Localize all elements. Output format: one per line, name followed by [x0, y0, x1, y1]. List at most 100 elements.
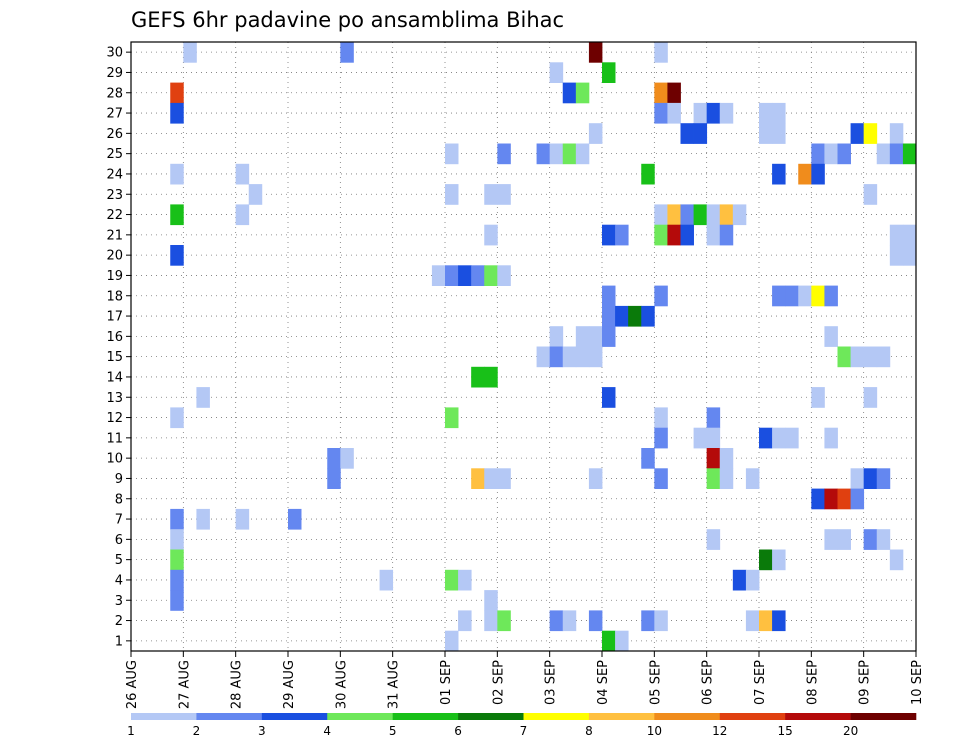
precip-cell — [588, 42, 603, 63]
precip-cell — [484, 265, 498, 286]
y-tick-label: 12 — [106, 411, 123, 426]
precip-cell — [837, 143, 851, 165]
colorbar-swatch — [392, 713, 459, 720]
precip-cell — [837, 488, 851, 510]
precip-cell — [719, 224, 734, 246]
y-tick-label: 11 — [106, 431, 123, 446]
precip-cell — [654, 468, 668, 489]
precip-cell — [772, 549, 786, 571]
x-tick-label: 04 SEP — [596, 660, 611, 705]
precip-cell — [876, 468, 891, 489]
colorbar-label: 12 — [712, 724, 727, 738]
precip-cell — [785, 427, 799, 449]
precip-cell — [772, 610, 786, 632]
precip-cell — [484, 366, 498, 388]
precip-cell — [719, 102, 734, 124]
precip-cell — [772, 163, 786, 185]
y-tick-label: 16 — [106, 330, 123, 345]
precip-cell — [876, 346, 891, 368]
precip-cell — [772, 285, 786, 307]
precip-cell — [471, 468, 485, 489]
precip-cell — [654, 610, 668, 632]
precip-cell — [889, 123, 904, 144]
precip-cell — [680, 204, 694, 226]
precip-cell — [588, 468, 603, 489]
precip-cell — [680, 123, 694, 144]
precip-cell — [654, 82, 668, 104]
y-tick-label: 9 — [115, 472, 123, 487]
y-tick-label: 7 — [115, 513, 123, 528]
precip-cell — [458, 610, 472, 632]
colorbar-label: 10 — [647, 724, 662, 738]
colorbar-label: 7 — [520, 724, 528, 738]
precip-cell — [484, 224, 498, 246]
precip-cell — [824, 488, 838, 510]
precip-cell — [654, 407, 668, 429]
precip-cell — [458, 265, 472, 286]
x-tick-label: 06 SEP — [701, 660, 716, 705]
precip-cell — [889, 224, 904, 246]
y-tick-label: 24 — [106, 167, 123, 182]
colorbar-label: 2 — [193, 724, 201, 738]
precip-cell — [811, 163, 825, 185]
precip-cell — [654, 102, 668, 124]
precip-cell — [902, 143, 917, 165]
precip-cell — [863, 529, 878, 550]
precip-cell — [445, 184, 459, 205]
grid-lines — [130, 42, 917, 651]
y-tick-label: 30 — [106, 46, 123, 61]
precip-cell — [706, 204, 721, 226]
y-tick-label: 8 — [115, 492, 123, 507]
precip-cell — [902, 245, 917, 266]
precip-cell — [602, 285, 616, 307]
y-tick-label: 20 — [106, 249, 123, 264]
precip-cell — [458, 569, 472, 591]
y-tick-label: 2 — [115, 614, 123, 629]
colorbar-label: 1 — [127, 724, 135, 738]
precip-cell — [863, 346, 878, 368]
x-tick-label: 07 SEP — [753, 660, 768, 705]
precip-cell — [235, 163, 250, 185]
precip-cell — [471, 366, 485, 388]
y-tick-label: 13 — [106, 391, 123, 406]
precip-cell — [497, 265, 511, 286]
y-tick-label: 4 — [115, 573, 123, 588]
y-tick-label: 14 — [106, 370, 123, 385]
precip-cell — [706, 224, 721, 246]
precip-cell — [680, 224, 694, 246]
precip-cell — [693, 427, 708, 449]
x-tick-label: 29 AUG — [282, 660, 297, 709]
x-axis: 26 AUG 27 AUG 28 AUG 29 AUG 30 AUG 31 AUG 01 S… — [125, 651, 925, 709]
precip-cell — [654, 285, 668, 307]
precip-cell — [497, 468, 511, 489]
colorbar-label: 4 — [323, 724, 331, 738]
precip-cell — [562, 610, 577, 632]
x-tick-label: 10 SEP — [910, 660, 925, 705]
y-tick-label: 23 — [106, 188, 123, 203]
precip-cell — [170, 590, 184, 611]
precip-cell — [641, 448, 655, 469]
y-tick-label: 6 — [115, 533, 123, 548]
precip-cell — [445, 143, 459, 165]
x-tick-label: 03 SEP — [544, 660, 559, 705]
precip-cell — [170, 82, 184, 104]
precip-cell — [824, 529, 838, 550]
precip-cell — [876, 143, 891, 165]
precip-cell — [497, 143, 511, 165]
precip-cell — [641, 610, 655, 632]
precip-cell — [798, 285, 812, 307]
precip-cell — [706, 427, 721, 449]
precip-cell — [641, 163, 655, 185]
precip-cell — [484, 184, 498, 205]
colorbar: 1 2 3 4 5 6 7 8 10 12 15 20 — [127, 713, 917, 738]
colorbar-swatch — [850, 713, 917, 720]
precip-cell — [785, 285, 799, 307]
precip-cell — [863, 387, 878, 408]
precip-cell — [850, 468, 865, 489]
precip-cell — [667, 82, 681, 104]
precip-cell — [889, 143, 904, 165]
precip-cell — [497, 184, 511, 205]
precip-cell — [602, 305, 616, 327]
precip-cell — [745, 468, 760, 489]
